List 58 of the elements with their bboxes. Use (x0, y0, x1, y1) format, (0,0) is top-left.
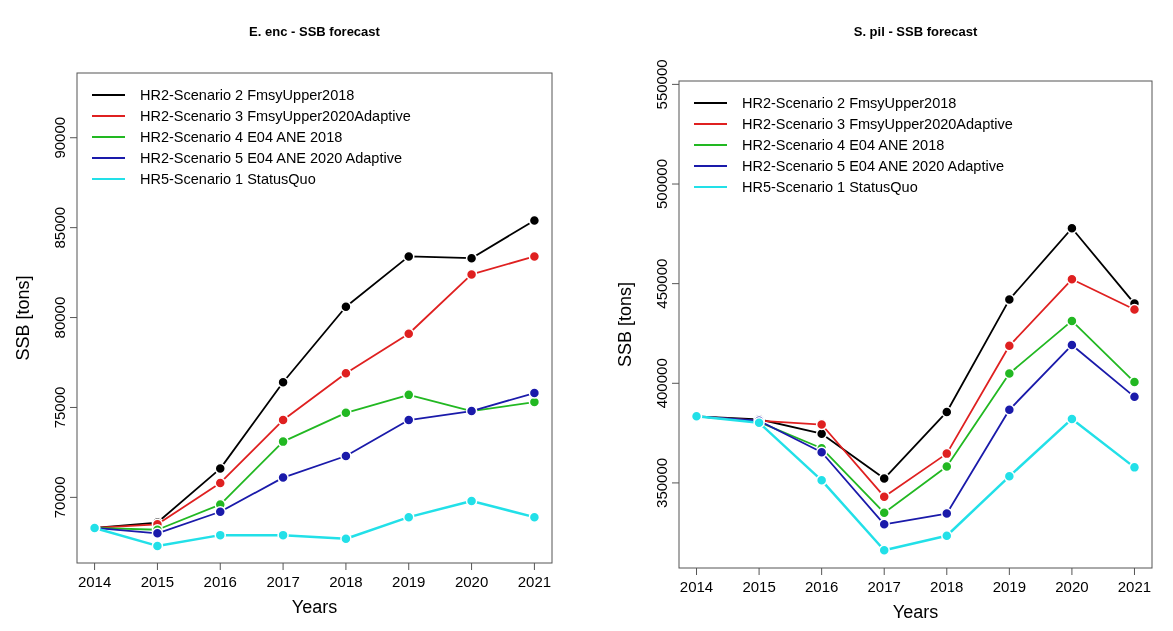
x-tick-label: 2016 (804, 578, 839, 595)
x-tick-label: 2014 (77, 573, 112, 590)
y-tick-label: 90000 (51, 116, 68, 159)
y-tick-label: 70000 (51, 476, 68, 519)
legend-label: HR2-Scenario 5 E04 ANE 2020 Adaptive (140, 150, 402, 166)
legend-label: HR2-Scenario 4 E04 ANE 2018 (742, 137, 945, 153)
point (815, 474, 828, 487)
point (277, 529, 289, 541)
x-tick-label: 2018 (329, 573, 363, 590)
point (1066, 315, 1078, 327)
point (340, 301, 352, 313)
x-tick-label: 2021 (1117, 578, 1152, 595)
legend-label: HR2-Scenario 2 FmsyUpper2018 (140, 87, 355, 103)
y-tick-label: 350000 (653, 457, 670, 508)
legend-label: HR2-Scenario 2 FmsyUpper2018 (742, 95, 957, 111)
x-tick-label: 2020 (454, 573, 489, 590)
y-tick-label: 75000 (51, 386, 68, 429)
legend-label: HR2-Scenario 5 E04 ANE 2020 Adaptive (742, 158, 1004, 174)
point (277, 435, 289, 448)
point (214, 477, 226, 489)
y-tick-label: 85000 (51, 206, 68, 249)
point (941, 406, 953, 418)
y-tick-label: 550000 (653, 59, 670, 110)
y-tick-label: 500000 (653, 158, 670, 210)
point (815, 446, 828, 458)
legend-label: HR2-Scenario 3 FmsyUpper2020Adaptive (140, 108, 411, 124)
legend-label: HR5-Scenario 1 StatusQuo (742, 179, 918, 195)
point (340, 450, 352, 462)
x-tick-label: 2015 (742, 578, 776, 595)
point (1066, 339, 1078, 351)
y-axis-title: SSB [tons] (13, 275, 33, 361)
x-tick-label: 2019 (392, 573, 426, 590)
point (1066, 413, 1078, 425)
y-tick-label: 80000 (51, 296, 68, 339)
legend-label: HR5-Scenario 1 StatusQuo (140, 171, 316, 187)
y-axis-title: SSB [tons] (615, 281, 635, 368)
x-axis-title: Years (291, 597, 338, 617)
x-tick-label: 2017 (266, 573, 300, 590)
point (277, 414, 289, 426)
chart-title: S. pil - SSB forecast (853, 24, 978, 39)
x-tick-label: 2018 (930, 578, 964, 595)
chart-title: E. enc - SSB forecast (249, 24, 381, 39)
legend-label: HR2-Scenario 3 FmsyUpper2020Adaptive (742, 116, 1013, 132)
x-tick-label: 2019 (992, 578, 1027, 595)
x-tick-label: 2017 (867, 578, 901, 595)
point (151, 540, 164, 552)
x-tick-label: 2014 (679, 578, 714, 595)
y-tick-label: 400000 (653, 358, 670, 409)
x-tick-label: 2021 (517, 573, 552, 590)
x-tick-label: 2016 (203, 573, 237, 590)
point (403, 414, 415, 426)
x-tick-label: 2020 (1055, 578, 1089, 595)
legend-label: HR2-Scenario 4 E04 ANE 2018 (140, 129, 343, 145)
point (277, 376, 289, 389)
y-tick-label: 450000 (653, 258, 670, 309)
x-axis-title: Years (892, 602, 939, 622)
point (465, 495, 478, 507)
x-tick-label: 2015 (140, 573, 175, 590)
